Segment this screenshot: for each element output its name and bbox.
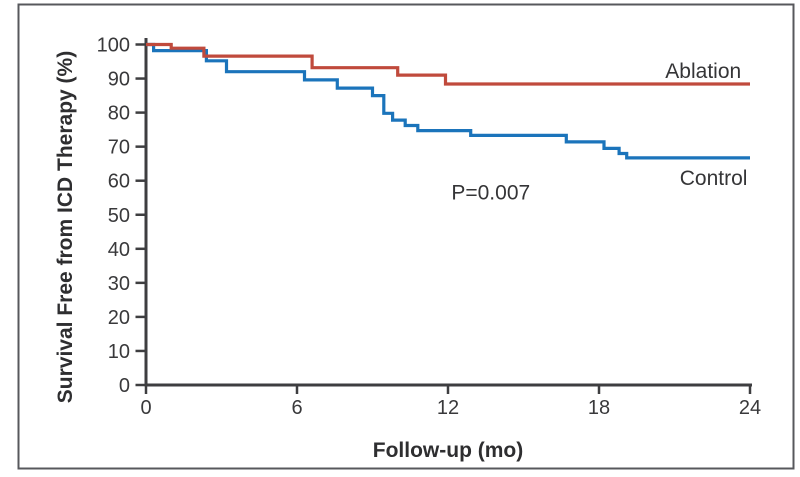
control-series-label: Control bbox=[680, 167, 748, 190]
y-tick-label: 30 bbox=[108, 273, 130, 295]
x-tick-label: 12 bbox=[437, 397, 459, 419]
figure-border bbox=[17, 3, 795, 470]
y-tick-label: 50 bbox=[108, 205, 130, 227]
x-axis-title: Follow-up (mo) bbox=[373, 439, 523, 462]
y-tick-label: 90 bbox=[108, 69, 130, 91]
x-tick-label: 24 bbox=[739, 397, 761, 419]
axes: 0 10 20 30 40 50 60 70 80 90 100 0 6 12 18 24 bbox=[97, 35, 762, 420]
y-tick-label: 0 bbox=[119, 375, 130, 397]
y-tick-label: 80 bbox=[108, 103, 130, 125]
y-tick-label: 10 bbox=[108, 341, 130, 363]
p-value-annotation: P=0.007 bbox=[451, 182, 530, 205]
y-tick-label: 40 bbox=[108, 239, 130, 261]
y-tick-label: 70 bbox=[108, 137, 130, 159]
x-tick-label: 6 bbox=[291, 397, 302, 419]
ablation-curve bbox=[146, 42, 750, 86]
survival-curves bbox=[146, 42, 750, 160]
control-curve bbox=[146, 42, 750, 160]
y-tick-label: 20 bbox=[108, 307, 130, 329]
y-tick-label: 100 bbox=[97, 35, 130, 57]
x-tick-label: 0 bbox=[140, 397, 151, 419]
y-tick-label: 60 bbox=[108, 171, 130, 193]
ablation-series-label: Ablation bbox=[665, 60, 741, 83]
x-tick-label: 18 bbox=[588, 397, 610, 419]
y-axis-title: Survival Free from ICD Therapy (%) bbox=[54, 51, 77, 403]
